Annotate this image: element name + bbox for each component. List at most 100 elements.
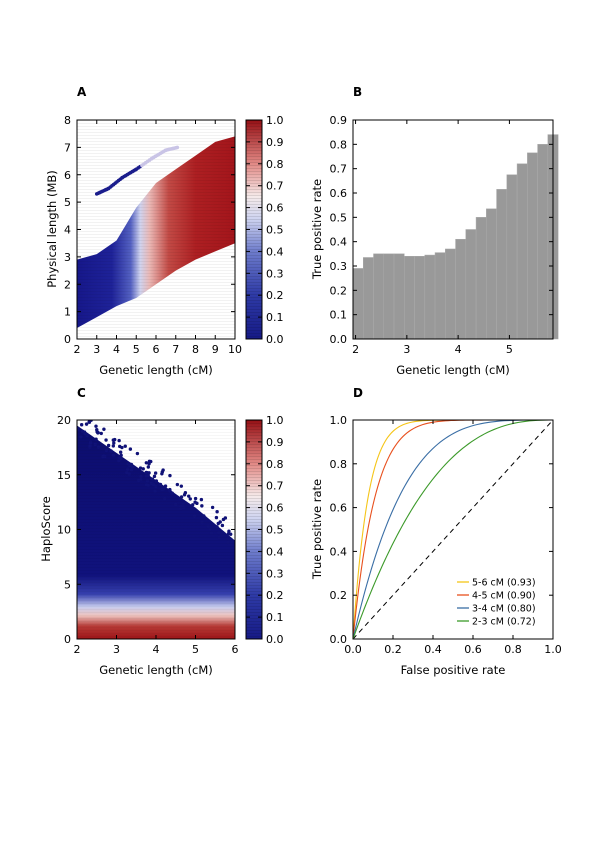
panel-d-y-ticks: 0.0 0.2 0.4 0.6 0.8 1.0 [330,414,553,646]
x-tick-label: 1.0 [544,643,562,656]
x-tick-label: 4 [455,343,462,356]
colorbar-tick-label: 0.1 [266,311,284,324]
colorbar-tick-label: 0.0 [266,633,284,646]
panel-d-xlabel: False positive rate [401,663,506,677]
y-tick-label: 0 [64,333,71,346]
panel-label-b: B [353,85,362,99]
bar [445,248,456,340]
x-tick-label: 10 [228,343,242,356]
bar [363,257,374,340]
panel-b-x-ticks: 2 3 4 5 [352,120,513,356]
colorbar-tick-label: 0.5 [266,224,284,237]
bar [393,253,405,340]
panel-b-frame [352,119,554,340]
y-tick-label: 1.0 [330,414,348,427]
panel-a-outlier-strip [94,145,180,196]
colorbar-tick-label: 0.6 [266,502,284,515]
colorbar-tick-label: 0.5 [266,524,284,537]
x-tick-label: 9 [212,343,219,356]
panel-d-roc-chart: 0.0 0.2 0.4 0.6 0.8 1.0 0.0 0.2 0.4 0.6 0.8 1.0 Fa… [310,414,562,677]
bar [434,252,446,340]
x-tick-label: 5 [192,643,199,656]
y-tick-label: 0.1 [330,309,348,322]
x-tick-label: 3 [113,643,120,656]
x-tick-label: 4 [153,643,160,656]
panel-label-d: D [353,386,363,400]
panel-c-y-ticks: 0 5 10 15 20 [57,414,235,646]
x-tick-label: 2 [74,643,81,656]
panel-b-y-ticks: 0.0 0.1 0.2 0.3 0.4 0.5 0.6 0.7 0.8 0.9 [330,114,553,346]
y-tick-label: 4 [64,224,71,237]
bar [496,189,508,340]
colorbar-tick-label: 0.3 [266,267,284,280]
y-tick-label: 8 [64,114,71,127]
panel-d-ylabel: True positive rate [310,479,324,580]
panel-c-x-ticks: 2 3 4 5 6 [74,420,239,656]
bar [486,208,497,340]
bar [383,253,395,340]
colorbar-tick-label: 0.7 [266,480,284,493]
colorbar-tick-label: 0.0 [266,333,284,346]
panel-c-colorbar-texture [246,420,262,639]
y-tick-label: 15 [57,469,71,482]
y-tick-label: 1 [64,306,71,319]
legend-label: 3-4 cM (0.80) [472,604,536,615]
x-tick-label: 6 [232,643,239,656]
y-tick-label: 5 [64,578,71,591]
y-tick-label: 0.0 [330,333,348,346]
bar [455,238,467,340]
bar [537,144,549,340]
panel-a-ylabel: Physical length (MB) [45,170,59,288]
colorbar-tick-label: 1.0 [266,114,284,127]
x-tick-label: 0.6 [464,643,482,656]
bar [516,163,528,340]
y-tick-label: 3 [64,251,71,264]
panel-c-texture [77,420,235,639]
panel-b-xlabel: Genetic length (cM) [396,363,510,377]
legend-label: 5-6 cM (0.93) [472,578,536,589]
legend-label: 2-3 cM (0.72) [472,617,536,628]
y-tick-label: 0.2 [330,284,348,297]
outlier-point [175,145,180,150]
panel-a-xlabel: Genetic length (cM) [99,363,213,377]
colorbar-tick-label: 1.0 [266,414,284,427]
panel-b-bar-chart: 2 3 4 5 0.0 0.1 0.2 0.3 0.4 0.5 0.6 0.7 0.8 0.9 Gene… [310,114,559,377]
panel-b-bars [352,134,559,340]
x-tick-label: 3 [403,343,410,356]
y-tick-label: 0.5 [330,211,348,224]
panel-d-legend: 5-6 cM (0.93) 4-5 cM (0.90) 3-4 cM (0.80) 2… [457,578,536,628]
panel-a-colorbar-texture [246,120,262,339]
bar [404,256,415,340]
panel-label-a: A [77,85,87,99]
y-tick-label: 10 [57,524,71,537]
bar [414,256,426,340]
y-tick-label: 0.3 [330,260,348,273]
y-tick-label: 5 [64,196,71,209]
colorbar-tick-label: 0.3 [266,567,284,580]
x-tick-label: 5 [133,343,140,356]
x-tick-label: 0.4 [424,643,442,656]
x-tick-label: 8 [192,343,199,356]
panel-label-c: C [77,386,86,400]
y-tick-label: 20 [57,414,71,427]
y-tick-label: 0.7 [330,163,348,176]
x-tick-label: 5 [506,343,513,356]
y-tick-label: 0.2 [330,589,348,602]
panel-c-xlabel: Genetic length (cM) [99,663,213,677]
colorbar-tick-label: 0.7 [266,180,284,193]
x-tick-label: 0.0 [344,643,362,656]
y-tick-label: 0.4 [330,545,348,558]
x-tick-label: 6 [153,343,160,356]
colorbar-tick-label: 0.9 [266,436,284,449]
panel-a-x-ticks: 2 3 4 5 6 7 8 9 10 [74,120,242,356]
colorbar-tick-label: 0.4 [266,245,284,258]
colorbar-tick-label: 0.9 [266,136,284,149]
y-tick-label: 0 [64,633,71,646]
x-tick-label: 2 [74,343,81,356]
y-tick-label: 0.6 [330,187,348,200]
y-tick-label: 0.8 [330,138,348,151]
y-tick-label: 0.6 [330,502,348,515]
bar [424,254,436,340]
x-tick-label: 4 [113,343,120,356]
